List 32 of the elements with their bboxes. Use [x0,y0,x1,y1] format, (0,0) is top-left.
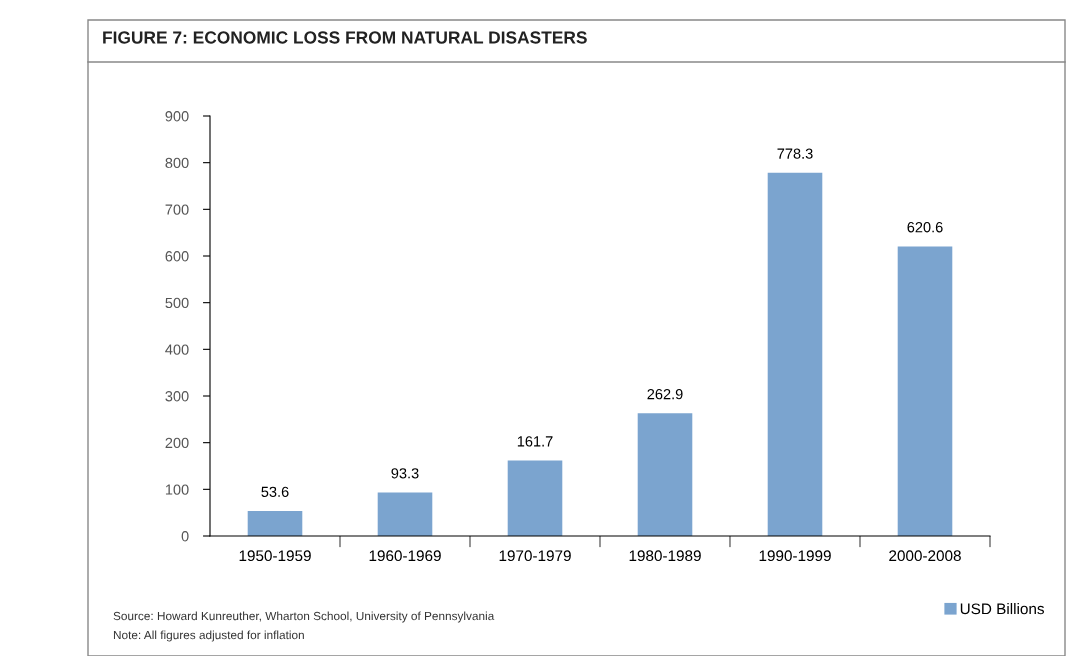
bar [637,413,693,536]
x-tick-label: 2000-2008 [889,550,961,562]
bar [897,246,953,536]
y-tick-label: 600 [165,251,189,262]
source-note: Source: Howard Kunreuther, Wharton School, University of Pennsylvania [113,611,495,623]
data-label: 161.7 [517,436,553,447]
x-tick-label: 1990-1999 [759,550,831,562]
x-tick-label: 1970-1979 [499,550,571,562]
y-tick-label: 300 [165,391,189,402]
chart-title: FIGURE 7: ECONOMIC LOSS FROM NATURAL DISASTERS [103,31,587,44]
y-tick-label: 0 [181,531,189,542]
bar [377,492,433,536]
y-tick-label: 800 [165,157,189,169]
data-label: 620.6 [907,222,943,233]
y-tick-label: 100 [165,484,189,495]
y-tick-label: 200 [165,437,189,449]
data-label: 262.9 [647,388,683,400]
bar [247,510,303,536]
x-tick-label: 1950-1959 [239,550,311,562]
y-tick-label: 500 [165,297,189,309]
legend-label: USD Billions [960,603,1045,615]
bar [767,172,823,536]
y-tick-label: 700 [165,204,189,215]
x-tick-label: 1980-1989 [629,550,701,562]
x-tick-label: 1960-1969 [369,550,441,562]
data-label: 778.3 [777,148,813,159]
bar [507,460,563,536]
y-tick-label: 900 [165,111,189,122]
text: Note: All figures adjusted for inflation [113,630,304,642]
y-tick-label: 400 [165,344,189,355]
data-label: 93.3 [391,468,419,479]
data-label: 53.6 [261,486,289,497]
